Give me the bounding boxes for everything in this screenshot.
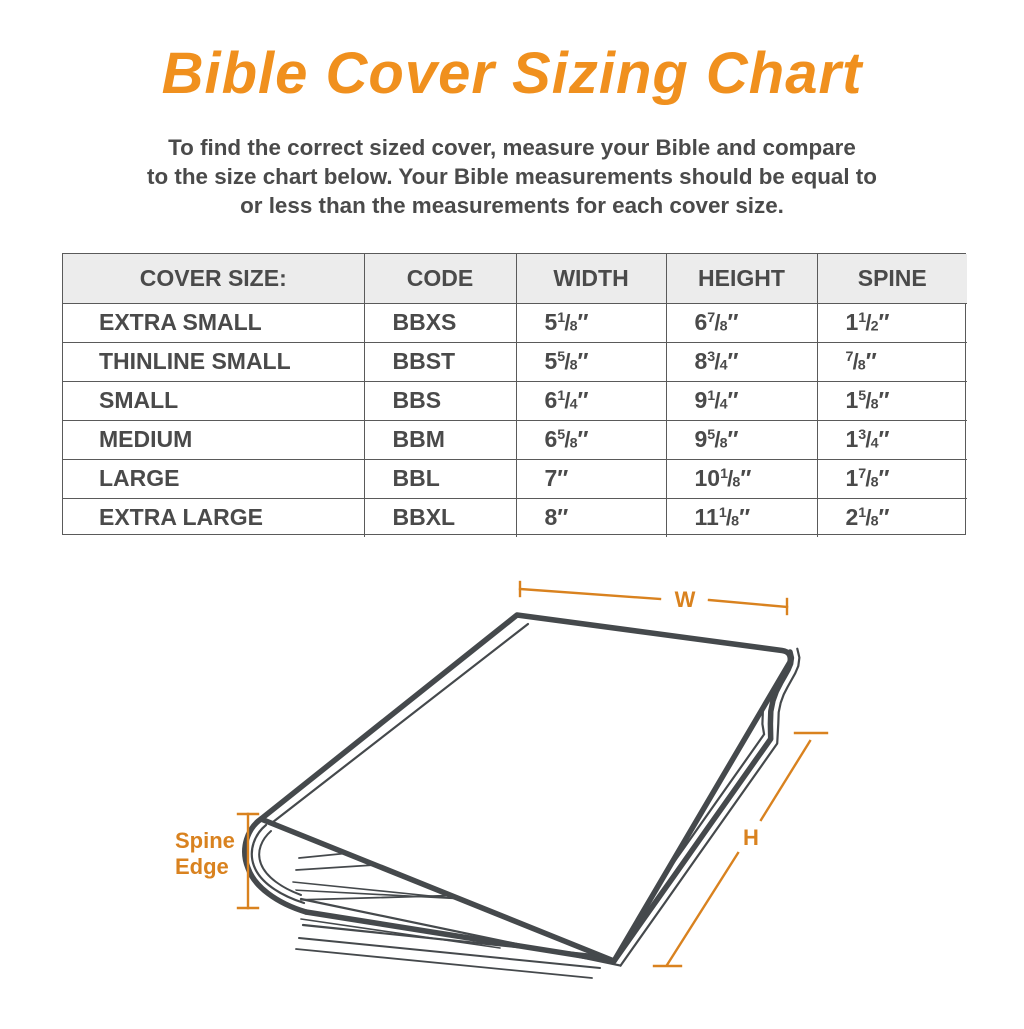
svg-text:H: H <box>743 825 759 850</box>
svg-text:W: W <box>675 587 696 612</box>
svg-text:Edge: Edge <box>175 854 229 879</box>
svg-text:Spine: Spine <box>175 828 235 853</box>
